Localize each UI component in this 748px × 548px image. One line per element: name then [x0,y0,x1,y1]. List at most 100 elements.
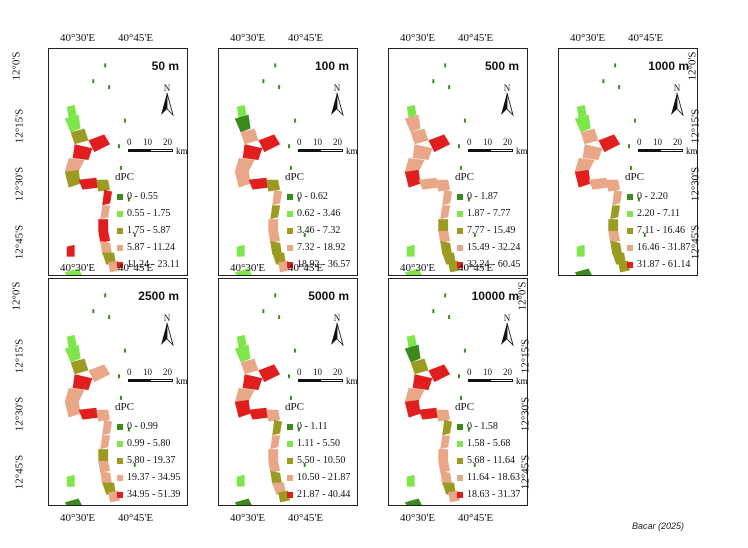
legend-label: 0 - 0.99 [127,421,158,432]
islet-patch [127,427,130,432]
latitude-label: 12°30'S [13,396,26,432]
habitat-patch [588,177,609,190]
habitat-patch [440,435,451,450]
legend-label: 0.99 - 5.80 [127,438,171,449]
habitat-patch [96,409,111,422]
legend-label: 0 - 2.20 [637,191,668,202]
latitude-label: 12°45'S [13,224,26,260]
islet-patch [293,118,296,123]
north-arrow-icon: N [327,313,347,353]
islet-patch [618,85,621,90]
islet-patch [108,315,111,320]
islet-patch [278,85,281,90]
habitat-patch [418,177,439,190]
habitat-patch [72,374,93,391]
habitat-patch [234,344,251,363]
legend-swatch [457,474,463,481]
islet-patch [448,85,451,90]
islet-patch [444,63,447,68]
legend-label: 34.95 - 51.39 [127,489,181,500]
legend-item: 1.87 - 7.77 [457,208,510,219]
habitat-patch [100,470,113,485]
legend-swatch [457,261,463,268]
panel-title: 500 m [484,59,519,73]
legend-item: 2.20 - 7.11 [627,208,680,219]
habitat-patch [428,364,451,383]
legend-item: 16.46 - 31.87 [627,242,690,253]
islet-patch [133,462,136,467]
habitat-patch [576,104,587,119]
panel-title: 2500 m [138,289,179,303]
svg-text:N: N [504,313,511,323]
legend-item: 34.95 - 51.39 [117,489,180,500]
latitude-label: 12°30'S [519,396,532,432]
islet-patch [459,395,462,400]
habitat-patch [72,144,93,161]
islet-patch [297,427,300,432]
islet-patch [473,462,476,467]
islet-patch [119,395,122,400]
habitat-patch [582,144,603,161]
legend-label: 18.92 - 36.57 [297,259,351,270]
panel-title: 1000 m [648,59,689,73]
islet-patch [432,309,435,314]
latitude-label: 12°30'S [689,166,702,202]
islet-patch [289,395,292,400]
habitat-patch [608,219,619,231]
habitat-patch [98,219,109,231]
habitat-patch [574,268,592,275]
habitat-patch [248,177,269,190]
islet-patch [614,63,617,68]
islet-patch [467,427,470,432]
habitat-patch [64,268,82,275]
habitat-patch [412,144,433,161]
legend-swatch [457,244,463,251]
habitat-patch [88,364,111,383]
islet-patch [127,197,130,202]
latitude-label: 12°15'S [519,338,532,374]
habitat-patch [66,334,77,349]
islet-patch [119,165,122,170]
legend-label: 7.11 - 16.46 [637,225,685,236]
svg-text:N: N [334,313,341,323]
longitude-label: 40°45'E [458,32,494,44]
habitat-patch [404,114,421,133]
habitat-patch [608,231,621,243]
islet-patch [432,79,435,84]
habitat-patch [64,498,82,505]
islet-patch [289,165,292,170]
habitat-patch [102,189,113,206]
legend-swatch [287,491,293,498]
latitude-label: 12°0'S [10,51,23,81]
legend-item: 5.87 - 11.24 [117,242,175,253]
legend-item: 1.75 - 5.87 [117,225,170,236]
longitude-label: 40°45'E [458,262,494,274]
scale-bar: 0 10 20 km [127,137,188,156]
islet-patch [118,144,120,149]
habitat-patch [258,364,281,383]
legend-item: 15.49 - 32.24 [457,242,520,253]
habitat-patch [102,419,113,436]
latitude-label: 12°0'S [10,281,23,311]
habitat-patch [404,344,421,363]
habitat-patch [268,461,281,473]
legend-label: 0 - 1.87 [467,191,498,202]
legend-item: 0 - 1.58 [457,421,498,432]
habitat-patch [438,461,451,473]
habitat-patch [598,134,621,153]
habitat-patch [406,104,417,119]
legend-item: 0 - 0.62 [287,191,328,202]
legend-swatch [627,210,633,217]
north-arrow-icon: N [157,313,177,353]
habitat-patch [440,240,453,255]
north-arrow-icon: N [667,83,687,123]
latitude-label: 12°45'S [13,454,26,490]
islet-patch [459,165,462,170]
legend-swatch [117,457,123,464]
legend-label: 0 - 0.55 [127,191,158,202]
coastline-map [234,293,306,505]
legend-swatch [457,423,463,430]
coastline-map [64,293,136,505]
legend-item: 18.63 - 31.37 [457,489,520,500]
legend-label: 1.11 - 5.50 [297,438,340,449]
